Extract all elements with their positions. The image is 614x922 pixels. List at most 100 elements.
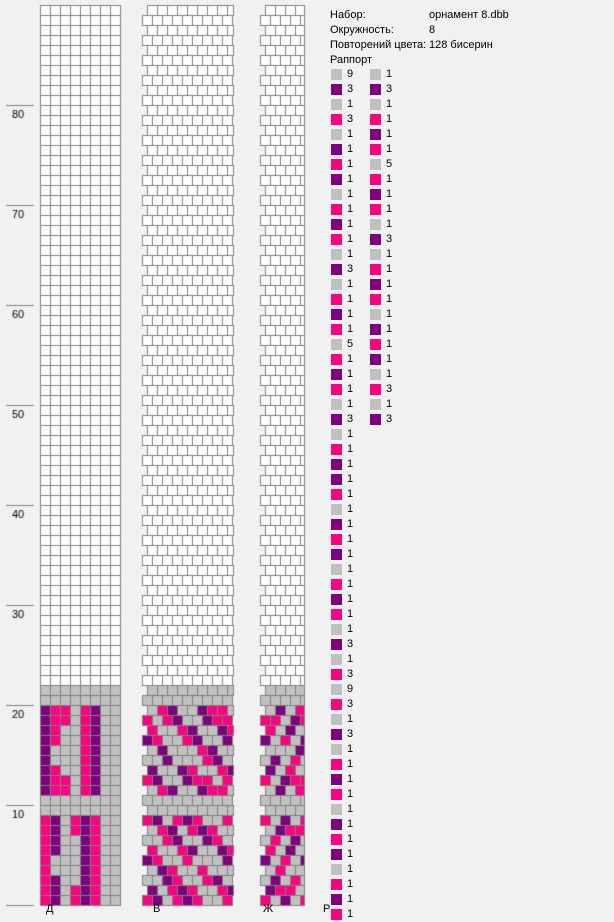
bead-count: 1 — [347, 593, 354, 605]
bead-count: 1 — [347, 578, 354, 590]
color-swatch — [331, 519, 342, 530]
color-swatch — [370, 69, 381, 80]
bead-count: 1 — [347, 428, 354, 440]
bead-count: 1 — [347, 878, 354, 890]
bead-count: 1 — [347, 188, 354, 200]
bead-count: 1 — [386, 113, 393, 125]
color-swatch — [331, 309, 342, 320]
bead-count: 1 — [347, 548, 354, 560]
bottom-label-straight: Д — [46, 903, 54, 915]
color-swatch — [370, 144, 381, 155]
bead-count: 9 — [347, 68, 354, 80]
pattern-info-panel: Набор: орнамент 8.dbb Окружность: 8 Повт… — [330, 8, 509, 68]
color-swatch — [331, 819, 342, 830]
color-swatch — [331, 504, 342, 515]
bead-count: 3 — [347, 638, 354, 650]
color-swatch — [331, 774, 342, 785]
bead-count: 1 — [347, 848, 354, 860]
color-swatch — [331, 234, 342, 245]
bead-count: 1 — [347, 713, 354, 725]
bead-count: 3 — [386, 383, 393, 395]
bead-count: 1 — [386, 338, 393, 350]
color-swatch — [370, 354, 381, 365]
bead-count: 1 — [386, 353, 393, 365]
color-swatch — [331, 684, 342, 695]
bead-count: 1 — [386, 218, 393, 230]
bead-count: 1 — [347, 143, 354, 155]
color-swatch — [331, 879, 342, 890]
circumference-label: Окружность: — [330, 24, 394, 36]
set-label: Набор: — [330, 9, 366, 21]
color-swatch — [370, 369, 381, 380]
color-swatch — [370, 234, 381, 245]
bottom-label-rope: Ж — [263, 903, 274, 915]
color-swatch — [331, 219, 342, 230]
bead-count: 1 — [347, 98, 354, 110]
bead-count: 1 — [386, 188, 393, 200]
bead-count: 1 — [347, 368, 354, 380]
color-repeat-label: Повторений цвета: — [330, 39, 427, 51]
bead-count: 3 — [347, 413, 354, 425]
bead-count: 1 — [386, 308, 393, 320]
color-swatch — [331, 399, 342, 410]
bead-count: 1 — [386, 278, 393, 290]
bead-count: 3 — [347, 263, 354, 275]
bead-count: 1 — [347, 383, 354, 395]
bead-count: 1 — [347, 443, 354, 455]
color-swatch — [370, 324, 381, 335]
bead-count: 5 — [347, 338, 354, 350]
color-swatch — [331, 894, 342, 905]
color-swatch — [331, 564, 342, 575]
bead-count: 1 — [347, 173, 354, 185]
circumference-row: Окружность: 8 — [330, 23, 435, 38]
bead-count: 1 — [347, 248, 354, 260]
bead-count: 1 — [386, 293, 393, 305]
color-swatch — [331, 114, 342, 125]
bead-count: 1 — [347, 653, 354, 665]
bead-count: 1 — [347, 353, 354, 365]
bead-count: 1 — [347, 218, 354, 230]
bead-count: 1 — [347, 518, 354, 530]
color-swatch — [331, 804, 342, 815]
color-repeat-value: 128 бисерин — [429, 39, 493, 51]
color-swatch — [331, 864, 342, 875]
bead-count: 3 — [347, 698, 354, 710]
color-swatch — [370, 414, 381, 425]
color-swatch — [331, 849, 342, 860]
color-swatch — [331, 624, 342, 635]
color-swatch — [331, 759, 342, 770]
color-swatch — [331, 474, 342, 485]
bead-count: 1 — [347, 323, 354, 335]
bead-count: 1 — [347, 158, 354, 170]
color-swatch — [331, 354, 342, 365]
bead-count: 1 — [347, 608, 354, 620]
color-swatch — [331, 189, 342, 200]
color-swatch — [331, 99, 342, 110]
color-swatch — [331, 534, 342, 545]
bead-count: 1 — [347, 758, 354, 770]
color-swatch — [331, 594, 342, 605]
bead-count: 1 — [347, 773, 354, 785]
bead-count: 1 — [386, 398, 393, 410]
bead-count: 1 — [347, 803, 354, 815]
bead-count: 3 — [347, 83, 354, 95]
color-swatch — [331, 699, 342, 710]
bead-count: 3 — [386, 83, 393, 95]
color-swatch — [331, 654, 342, 665]
bead-count: 5 — [386, 158, 393, 170]
color-swatch — [331, 84, 342, 95]
color-swatch — [331, 384, 342, 395]
bead-count: 1 — [386, 98, 393, 110]
color-swatch — [370, 264, 381, 275]
bead-count: 1 — [347, 563, 354, 575]
bead-count: 3 — [386, 413, 393, 425]
color-swatch — [370, 189, 381, 200]
bead-count: 1 — [347, 788, 354, 800]
rapport-title: Раппорт — [330, 54, 373, 66]
color-swatch — [370, 99, 381, 110]
color-swatch — [370, 339, 381, 350]
color-swatch — [331, 159, 342, 170]
color-swatch — [331, 549, 342, 560]
color-swatch — [331, 579, 342, 590]
